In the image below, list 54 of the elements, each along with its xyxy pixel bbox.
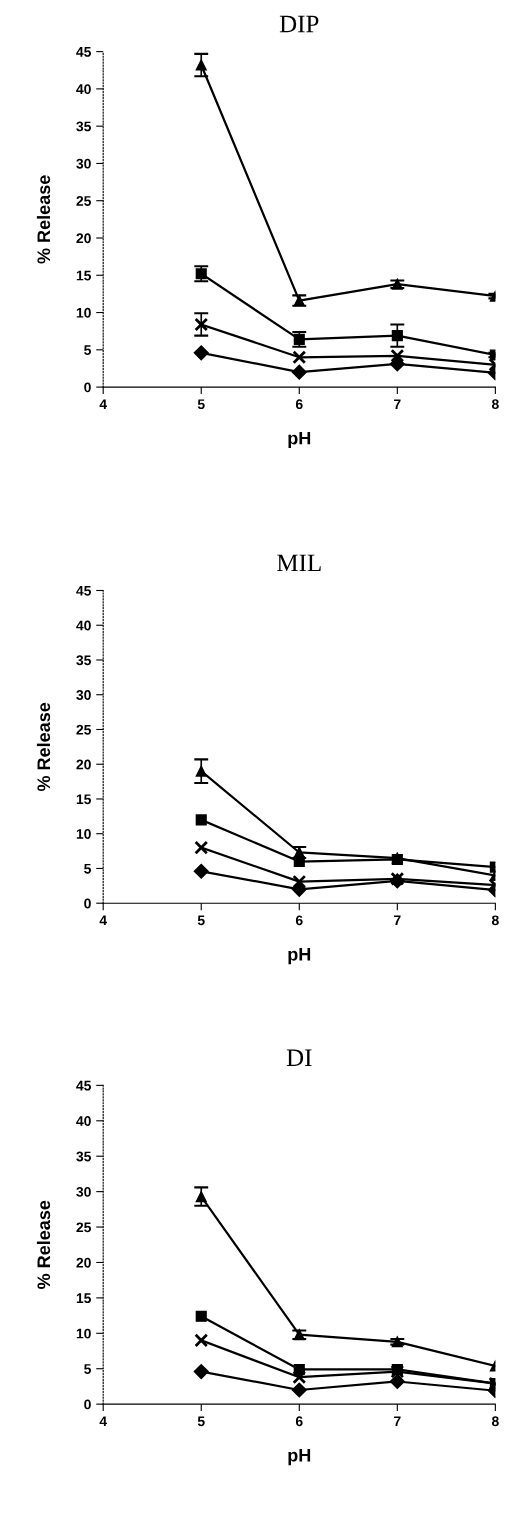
chart-title: MIL [277, 554, 321, 572]
x-axis-title: pH [288, 431, 311, 449]
chart-title: DIP [279, 15, 319, 33]
x-axis-title: pH [288, 1449, 311, 1466]
y-axis-title: % Release [36, 175, 51, 264]
y-tick-label: 45 [76, 585, 92, 596]
y-tick-label: 15 [76, 1293, 92, 1304]
chart-title: DI [286, 1049, 312, 1066]
y-tick-label: 25 [76, 1222, 92, 1233]
x-tick-label: 7 [394, 399, 401, 409]
y-tick-label: 40 [76, 620, 91, 631]
y-tick-label: 30 [76, 158, 91, 169]
y-tick-label: 35 [76, 655, 92, 666]
y-tick-label: 45 [76, 1080, 92, 1091]
y-axis-title: % Release [36, 1200, 51, 1289]
y-tick-label: 5 [84, 345, 92, 355]
y-tick-label: 0 [84, 1399, 91, 1410]
y-tick-label: 35 [76, 1151, 92, 1162]
y-tick-label: 40 [76, 1116, 91, 1126]
x-tick-label: 6 [295, 399, 303, 410]
y-tick-label: 0 [84, 382, 91, 393]
x-tick-label: 4 [99, 915, 107, 926]
y-tick-label: 10 [76, 307, 91, 318]
x-tick-label: 7 [394, 915, 401, 926]
y-tick-label: 30 [76, 690, 91, 700]
y-tick-label: 5 [84, 1364, 92, 1374]
y-tick-label: 10 [76, 829, 91, 839]
x-tick-label: 5 [197, 399, 205, 410]
y-tick-label: 35 [76, 121, 92, 132]
x-tick-label: 5 [197, 915, 205, 926]
y-tick-label: 0 [84, 898, 91, 909]
y-tick-label: 15 [76, 794, 92, 805]
x-tick-label: 6 [295, 915, 303, 926]
x-tick-label: 4 [99, 399, 107, 409]
y-tick-label: 30 [76, 1186, 91, 1197]
x-tick-label: 8 [491, 399, 499, 410]
x-tick-label: 5 [197, 1416, 205, 1427]
y-tick-label: 20 [76, 1257, 91, 1268]
x-tick-label: 7 [394, 1416, 401, 1427]
x-tick-label: 8 [491, 1416, 499, 1427]
x-axis-title: pH [288, 948, 311, 965]
y-tick-label: 15 [76, 270, 92, 281]
x-tick-label: 4 [99, 1416, 107, 1427]
x-tick-label: 6 [295, 1416, 303, 1427]
y-tick-label: 20 [76, 759, 91, 770]
y-tick-label: 10 [76, 1328, 91, 1339]
y-tick-label: 5 [84, 863, 92, 874]
x-tick-label: 8 [491, 915, 499, 926]
y-tick-label: 40 [76, 84, 91, 95]
y-tick-label: 25 [76, 724, 92, 735]
y-axis-title: % Release [36, 702, 51, 792]
y-tick-label: 45 [76, 47, 92, 57]
y-tick-label: 20 [76, 233, 91, 244]
y-tick-label: 25 [76, 196, 92, 206]
